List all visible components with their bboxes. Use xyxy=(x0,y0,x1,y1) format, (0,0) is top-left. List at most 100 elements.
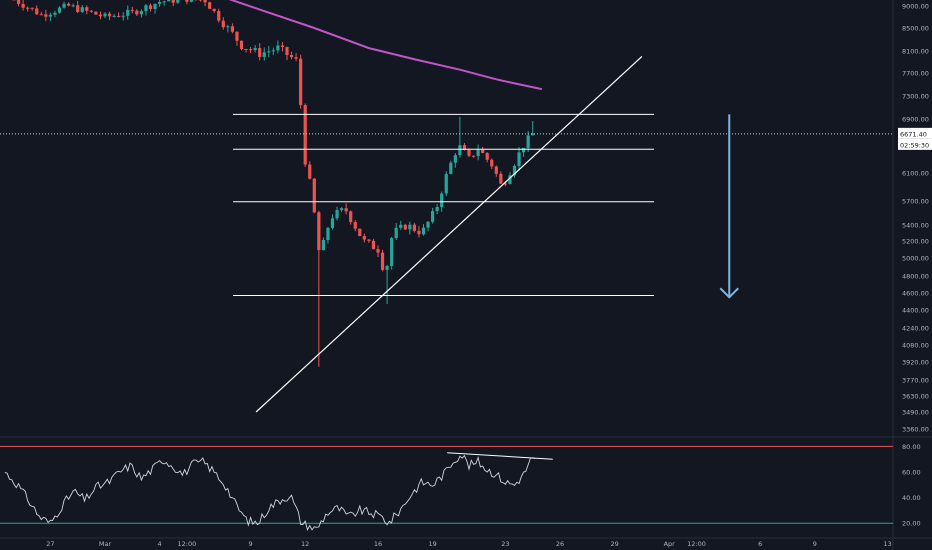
candle-body xyxy=(453,155,457,163)
candle-body xyxy=(135,10,139,15)
ascending-trendline xyxy=(255,56,643,413)
price-pane[interactable] xyxy=(0,0,893,367)
candle-body xyxy=(403,224,407,230)
candle-body xyxy=(21,3,25,8)
candle-body xyxy=(458,145,462,156)
time-tick-label: 9 xyxy=(249,540,253,548)
price-tick-label: 3490.00 xyxy=(902,409,929,417)
rsi-tick-label: 40.00 xyxy=(902,494,921,502)
price-tick-label: 5000.00 xyxy=(902,255,929,263)
candle-body xyxy=(408,224,412,230)
candle-body xyxy=(508,175,512,185)
candle-body xyxy=(80,7,84,12)
rsi-tick-label: 60.00 xyxy=(902,469,921,477)
price-tick-label: 4240.00 xyxy=(902,325,929,333)
candle-body xyxy=(271,50,275,52)
candle-body xyxy=(476,149,480,156)
time-tick-label: 23 xyxy=(501,540,509,548)
time-tick-label: 16 xyxy=(374,540,382,548)
time-tick-label: 29 xyxy=(610,540,618,548)
candle-body xyxy=(148,5,153,10)
candle-body xyxy=(349,211,353,223)
candle-body xyxy=(48,14,52,17)
price-tick-label: 5200.00 xyxy=(902,238,929,246)
down-arrow-head xyxy=(719,287,739,299)
price-tick-label: 3360.00 xyxy=(902,426,929,434)
candle-body xyxy=(44,14,48,17)
candle-body xyxy=(94,11,98,15)
candle-body xyxy=(107,13,112,17)
candle-body xyxy=(317,212,321,251)
candle-body xyxy=(399,224,403,228)
candle-body xyxy=(431,211,435,222)
candle-body xyxy=(276,45,280,51)
candle-body xyxy=(303,105,307,165)
candle-body xyxy=(212,8,216,12)
countdown-label: 02:59:30 xyxy=(900,141,929,149)
candle-body xyxy=(471,155,476,157)
price-tick-label: 4080.00 xyxy=(902,342,929,350)
candle-body xyxy=(16,0,21,4)
price-tick-label: 7700.00 xyxy=(902,70,929,78)
price-tick-label: 4400.00 xyxy=(902,307,929,315)
candle-body xyxy=(185,0,189,2)
candle-body xyxy=(117,15,121,17)
price-tick-label: 3920.00 xyxy=(902,359,929,367)
price-tick-label: 9000.00 xyxy=(902,3,929,11)
candle-body xyxy=(426,221,430,228)
candle-body xyxy=(126,9,130,16)
candle-body xyxy=(358,228,362,236)
time-axis[interactable]: 27 Mar 4 12:00 9 12 16 19 23 26 29 Apr 12:00 6 9 13 xyxy=(0,537,932,548)
candle-body xyxy=(362,235,366,240)
candle-body xyxy=(239,40,244,50)
candle-body xyxy=(481,149,485,153)
candle-body xyxy=(57,7,62,13)
candle-body xyxy=(289,55,294,58)
candle-body xyxy=(130,9,134,11)
time-tick-label: 12:00 xyxy=(178,540,197,548)
candle-body xyxy=(499,173,503,184)
candle-body xyxy=(522,147,526,153)
candle-body xyxy=(103,13,107,17)
candle-body xyxy=(203,0,207,3)
candle-body xyxy=(71,5,75,7)
candle-body xyxy=(385,266,389,270)
price-axis[interactable]: 9000.00 8500.00 8100.00 7700.00 7300.00 6900.… xyxy=(892,0,929,550)
candle-body xyxy=(376,249,380,253)
rsi-pane[interactable] xyxy=(0,436,932,531)
time-tick-label: 26 xyxy=(556,540,564,548)
price-tick-label: 5700.00 xyxy=(902,198,929,206)
candle-body xyxy=(62,3,66,8)
rsi-tick-label: 80.00 xyxy=(902,443,921,451)
time-tick-label: Apr xyxy=(664,540,676,548)
candle-body xyxy=(444,173,448,194)
candle-body xyxy=(208,2,212,9)
drawing-layer[interactable] xyxy=(233,56,739,413)
candle-body xyxy=(340,208,344,211)
rsi-axis[interactable]: 80.00 60.00 40.00 20.00 xyxy=(902,443,921,528)
candle-body xyxy=(267,51,271,53)
time-tick-label: 4 xyxy=(158,540,162,548)
candle-body xyxy=(417,230,421,235)
candle-body xyxy=(98,14,103,17)
price-labels: 6671.40 02:59:30 xyxy=(898,127,932,150)
candle-body xyxy=(235,31,239,41)
candle-body xyxy=(139,11,143,15)
candle-body xyxy=(244,49,248,51)
price-tick-label: 8500.00 xyxy=(902,25,929,33)
candle-body xyxy=(53,12,57,15)
candle-body xyxy=(412,224,416,231)
candle-body xyxy=(440,193,444,208)
candle-body xyxy=(321,240,325,251)
candle-body xyxy=(39,14,43,16)
candle-body xyxy=(176,0,180,3)
candle-body xyxy=(67,3,71,6)
candle-body xyxy=(394,227,398,239)
candle-body xyxy=(462,145,467,151)
price-tick-label: 5400.00 xyxy=(902,222,929,230)
candle-body xyxy=(435,207,439,212)
price-tick-label: 4600.00 xyxy=(902,290,929,298)
candle-body xyxy=(30,7,34,9)
candle-body xyxy=(494,166,498,174)
